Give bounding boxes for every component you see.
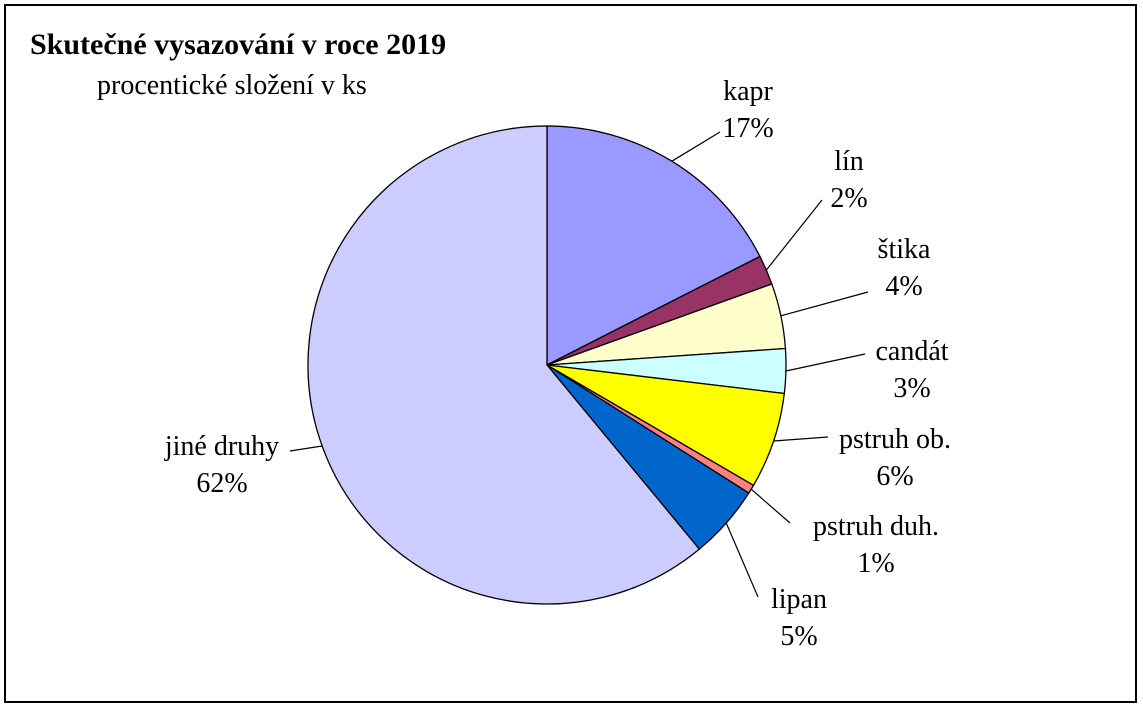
leader-line-1 (765, 199, 823, 271)
slice-percent-5: 1% (857, 548, 894, 579)
leader-line-7 (289, 445, 323, 452)
slice-label-0: kapr (723, 76, 773, 107)
slice-percent-0: 17% (722, 113, 773, 144)
leader-line-0 (671, 131, 721, 162)
chart-title: Skutečné vysazování v roce 2019 (30, 28, 447, 61)
leader-line-5 (750, 488, 791, 524)
slice-percent-3: 3% (893, 373, 930, 404)
pie-slice-7 (307, 125, 701, 605)
slice-label-5: pstruh duh. (813, 511, 939, 542)
slice-labels: kapr 17% lín 2% štika 4% candát 3% pstruh ob. 6% p… (164, 76, 951, 652)
leader-line-2 (780, 291, 869, 317)
chart-subtitle: procentické složení v ks (97, 70, 367, 101)
slice-label-2: štika (878, 234, 931, 265)
slice-label-7: jiné druhy (164, 431, 279, 462)
slice-label-4: pstruh ob. (839, 424, 951, 455)
slice-label-3: candát (875, 336, 948, 367)
pie-slice-0 (546, 125, 761, 367)
leader-line-6 (725, 522, 759, 598)
slice-label-1: lín (834, 146, 864, 177)
slice-percent-2: 4% (885, 271, 922, 302)
slice-percent-4: 6% (876, 461, 913, 492)
slice-percent-7: 62% (196, 468, 247, 499)
slice-percent-1: 2% (830, 183, 867, 214)
leader-line-3 (785, 353, 866, 372)
leader-lines (289, 131, 869, 598)
slice-label-6: lipan (771, 584, 827, 615)
pie-slices (307, 125, 787, 605)
slice-percent-6: 5% (780, 621, 817, 652)
leader-line-4 (773, 436, 829, 442)
